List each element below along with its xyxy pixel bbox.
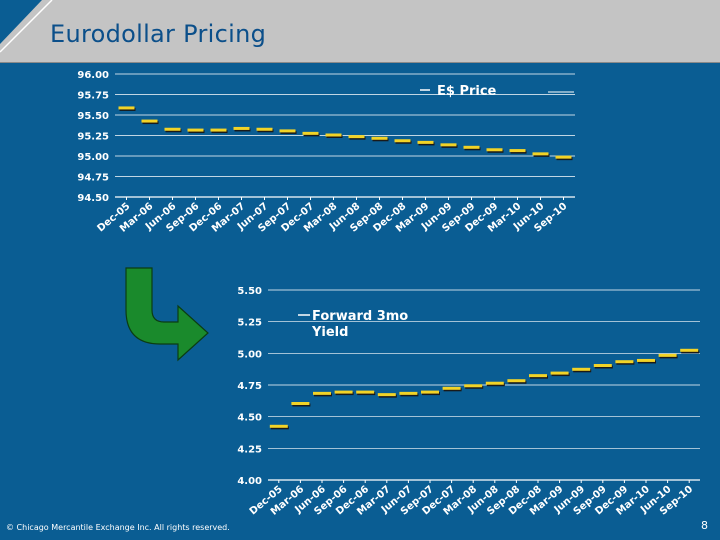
y-tick-label: 4.00 xyxy=(237,476,262,487)
data-point xyxy=(269,424,288,428)
yield-chart: 4.004.254.504.755.005.255.50Dec-05Mar-06… xyxy=(237,286,700,518)
data-point xyxy=(302,131,319,135)
y-tick-label: 5.50 xyxy=(237,286,262,297)
y-tick-label: 5.25 xyxy=(237,318,262,329)
curved-down-right-arrow-icon xyxy=(125,267,209,362)
data-point xyxy=(279,129,296,133)
data-point xyxy=(485,381,504,385)
data-point xyxy=(348,135,365,139)
y-tick-label: 4.75 xyxy=(237,381,262,392)
y-tick-label: 94.75 xyxy=(77,173,109,184)
data-point xyxy=(440,143,457,147)
data-point xyxy=(442,386,461,390)
data-point xyxy=(529,374,547,378)
data-point xyxy=(291,402,310,405)
footer-copyright: © Chicago Mercantile Exchange Inc. All r… xyxy=(6,523,230,532)
slide-title: Eurodollar Pricing xyxy=(50,20,267,48)
data-point xyxy=(377,393,396,397)
data-point xyxy=(555,155,572,159)
data-point xyxy=(141,119,158,123)
data-point xyxy=(532,152,549,156)
data-point xyxy=(615,360,634,364)
data-point xyxy=(187,128,204,132)
data-point xyxy=(399,391,418,395)
data-point xyxy=(486,148,503,152)
header-decoration xyxy=(0,0,53,53)
header-corner-line xyxy=(0,0,53,53)
y-tick-label: 4.25 xyxy=(237,444,262,455)
slide-header: Eurodollar Pricing xyxy=(0,0,720,63)
page-number: 8 xyxy=(701,519,708,532)
data-point xyxy=(680,348,699,352)
y-tick-label: 94.50 xyxy=(77,193,109,204)
data-point xyxy=(325,133,342,137)
legend-label: E$ Price xyxy=(437,84,497,99)
y-tick-label: 95.25 xyxy=(77,132,109,143)
data-point xyxy=(637,358,655,362)
y-tick-label: 96.00 xyxy=(77,70,109,81)
legend-label: Forward 3mo Yield xyxy=(311,309,408,340)
data-point xyxy=(658,353,677,357)
data-point xyxy=(593,364,612,367)
data-point xyxy=(421,390,439,394)
data-point xyxy=(118,106,135,110)
y-tick-label: 5.00 xyxy=(237,349,262,360)
data-point xyxy=(313,391,331,395)
data-point xyxy=(210,128,227,132)
y-tick-label: 4.50 xyxy=(237,413,262,424)
data-point xyxy=(509,149,526,153)
y-tick-label: 95.75 xyxy=(77,91,109,102)
data-point xyxy=(572,367,591,371)
data-point xyxy=(394,139,411,143)
data-point xyxy=(356,390,375,394)
data-point xyxy=(550,371,569,375)
data-point xyxy=(256,127,273,131)
data-point xyxy=(464,384,483,388)
data-point xyxy=(334,390,353,394)
data-point xyxy=(371,136,388,140)
data-point xyxy=(417,140,434,144)
price-chart: 94.5094.7595.0095.2595.5095.7596.00Dec-0… xyxy=(77,70,575,235)
data-point xyxy=(507,379,526,383)
y-tick-label: 95.00 xyxy=(77,152,109,163)
y-tick-label: 95.50 xyxy=(77,111,109,122)
data-point xyxy=(164,127,181,131)
data-point xyxy=(463,145,480,149)
header-corner-shape xyxy=(0,0,42,44)
data-point xyxy=(233,126,250,130)
